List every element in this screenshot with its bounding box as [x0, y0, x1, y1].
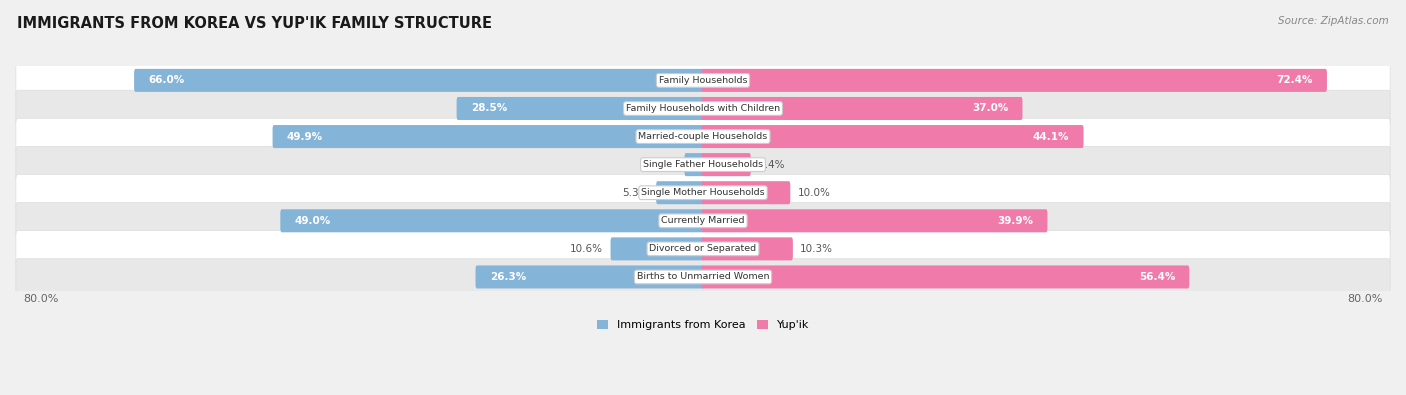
Text: Family Households with Children: Family Households with Children [626, 104, 780, 113]
FancyBboxPatch shape [15, 259, 1391, 295]
FancyBboxPatch shape [702, 97, 1022, 120]
Text: 49.9%: 49.9% [287, 132, 323, 141]
FancyBboxPatch shape [280, 209, 704, 232]
Text: 5.4%: 5.4% [758, 160, 785, 169]
Legend: Immigrants from Korea, Yup'ik: Immigrants from Korea, Yup'ik [592, 316, 814, 335]
Text: Source: ZipAtlas.com: Source: ZipAtlas.com [1278, 16, 1389, 26]
Text: Births to Unmarried Women: Births to Unmarried Women [637, 273, 769, 282]
FancyBboxPatch shape [702, 181, 790, 204]
FancyBboxPatch shape [702, 265, 1189, 288]
FancyBboxPatch shape [134, 69, 704, 92]
FancyBboxPatch shape [15, 118, 1391, 155]
Text: Single Father Households: Single Father Households [643, 160, 763, 169]
Text: 28.5%: 28.5% [471, 103, 508, 113]
FancyBboxPatch shape [273, 125, 704, 148]
Text: 72.4%: 72.4% [1277, 75, 1313, 85]
FancyBboxPatch shape [15, 231, 1391, 267]
FancyBboxPatch shape [702, 153, 751, 176]
FancyBboxPatch shape [702, 69, 1327, 92]
Text: 80.0%: 80.0% [24, 294, 59, 305]
Text: 10.6%: 10.6% [571, 244, 603, 254]
FancyBboxPatch shape [657, 181, 704, 204]
Text: Single Mother Households: Single Mother Households [641, 188, 765, 197]
FancyBboxPatch shape [610, 237, 704, 260]
Text: 26.3%: 26.3% [489, 272, 526, 282]
Text: Married-couple Households: Married-couple Households [638, 132, 768, 141]
FancyBboxPatch shape [15, 203, 1391, 239]
FancyBboxPatch shape [15, 62, 1391, 99]
Text: 56.4%: 56.4% [1139, 272, 1175, 282]
Text: 10.3%: 10.3% [800, 244, 834, 254]
Text: 37.0%: 37.0% [972, 103, 1008, 113]
Text: 10.0%: 10.0% [797, 188, 831, 198]
FancyBboxPatch shape [475, 265, 704, 288]
FancyBboxPatch shape [15, 175, 1391, 211]
Text: 80.0%: 80.0% [1347, 294, 1382, 305]
FancyBboxPatch shape [685, 153, 704, 176]
Text: Divorced or Separated: Divorced or Separated [650, 245, 756, 253]
FancyBboxPatch shape [457, 97, 704, 120]
FancyBboxPatch shape [702, 125, 1084, 148]
Text: Family Households: Family Households [659, 76, 747, 85]
Text: 39.9%: 39.9% [997, 216, 1033, 226]
FancyBboxPatch shape [15, 90, 1391, 127]
FancyBboxPatch shape [702, 237, 793, 260]
Text: 2.0%: 2.0% [651, 160, 678, 169]
FancyBboxPatch shape [702, 209, 1047, 232]
Text: 66.0%: 66.0% [148, 75, 184, 85]
Text: 49.0%: 49.0% [294, 216, 330, 226]
FancyBboxPatch shape [15, 147, 1391, 183]
Text: IMMIGRANTS FROM KOREA VS YUP'IK FAMILY STRUCTURE: IMMIGRANTS FROM KOREA VS YUP'IK FAMILY S… [17, 16, 492, 31]
Text: 44.1%: 44.1% [1033, 132, 1070, 141]
Text: Currently Married: Currently Married [661, 216, 745, 225]
Text: 5.3%: 5.3% [623, 188, 648, 198]
